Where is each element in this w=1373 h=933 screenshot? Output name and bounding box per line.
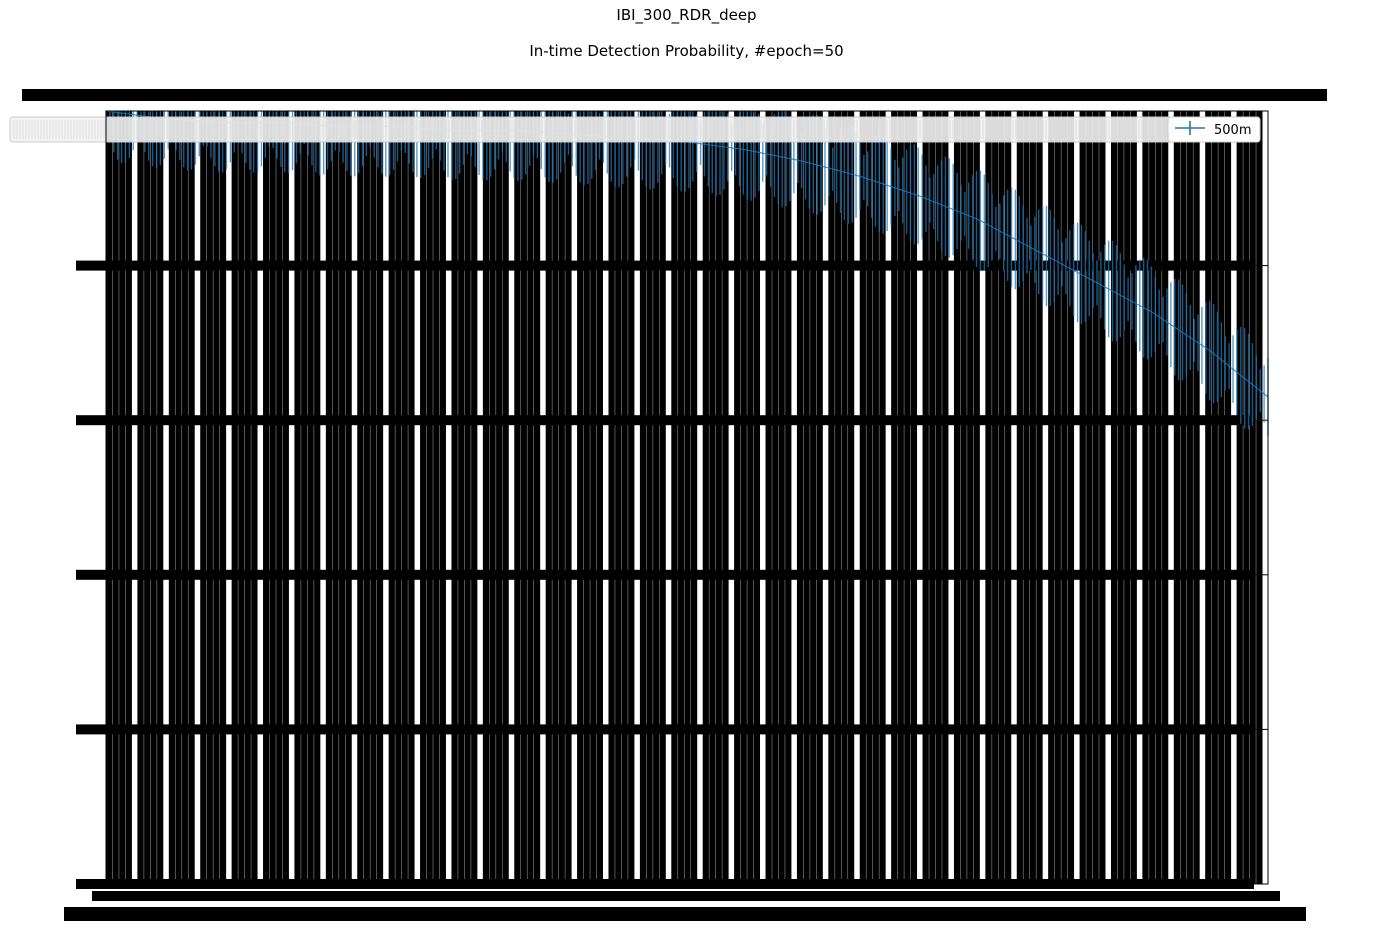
figure-suptitle: IBI_300_RDR_deep: [616, 6, 757, 24]
y-gridline: [76, 569, 1254, 580]
plot-frame: [105, 110, 1269, 885]
top-tick-label-band: [22, 89, 1327, 101]
legend-box: [1167, 116, 1261, 143]
bottom-axis-label-band: [64, 907, 1306, 921]
bottom-tick-label-band: [92, 891, 1280, 901]
legend-label-500m: 500m: [1214, 123, 1251, 138]
tick-marks-layer: [22, 89, 1327, 921]
y-gridline: [76, 415, 1254, 426]
y-gridline: [76, 260, 1254, 271]
vertical-gridlines-layer: [106, 111, 1263, 884]
chart-title: In-time Detection Probability, #epoch=50: [529, 42, 844, 60]
y-gridline: [76, 724, 1254, 735]
legend: 500m: [9, 110, 1269, 885]
